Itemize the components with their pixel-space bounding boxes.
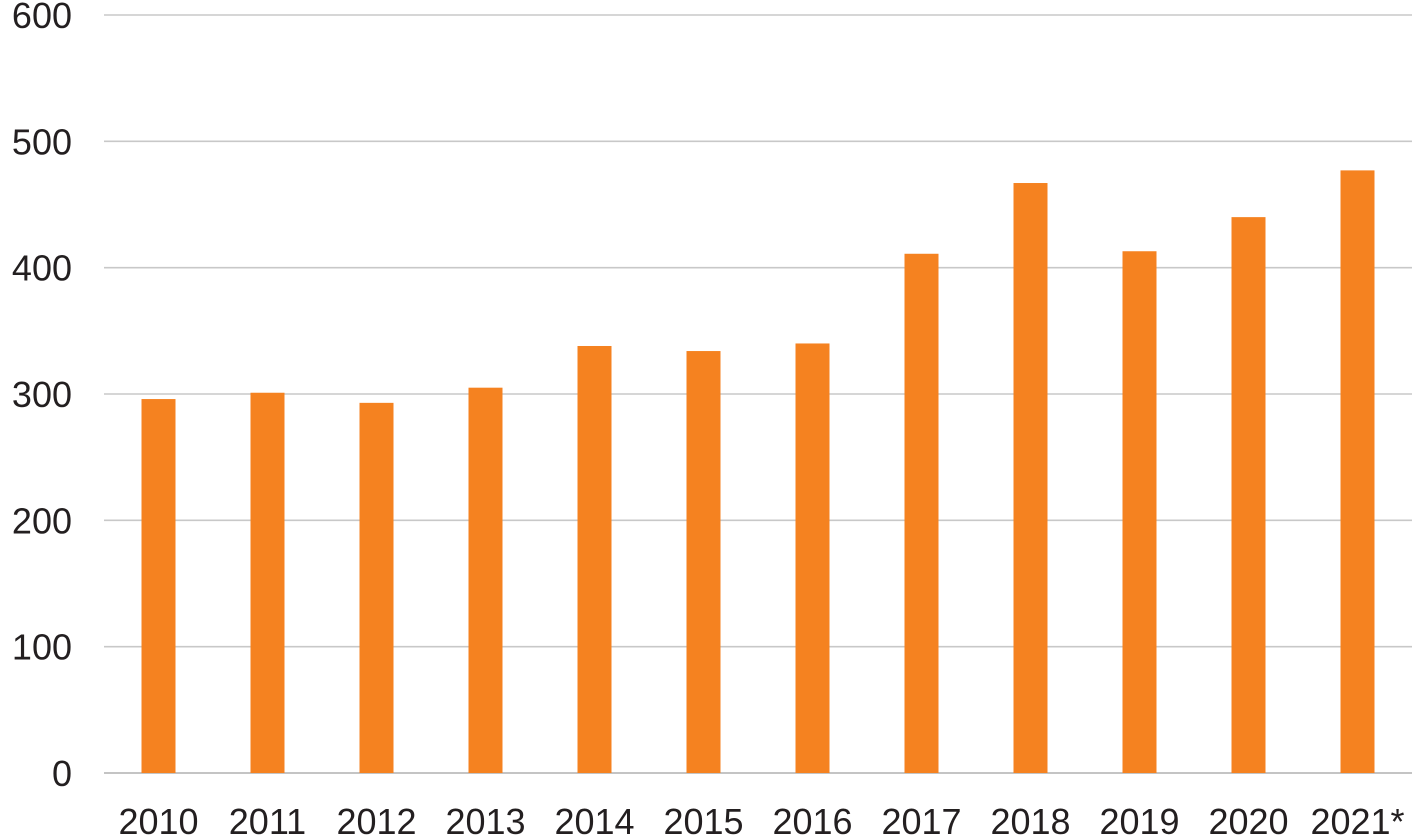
bar-2012 xyxy=(359,402,394,773)
y-tick-label: 200 xyxy=(12,500,72,541)
bar-2013 xyxy=(468,387,503,773)
x-tick-label: 2019 xyxy=(1099,801,1179,838)
y-tick-label: 0 xyxy=(52,753,72,794)
bar-2016 xyxy=(795,343,830,773)
x-tick-label: 2011 xyxy=(229,801,306,838)
y-tick-label: 100 xyxy=(12,627,72,668)
bar-2018 xyxy=(1013,183,1048,774)
bars xyxy=(141,170,1375,774)
x-axis-tick-labels: 2010 2011 2012 2013 2014 2015 2016 2017 2018 2019… xyxy=(118,801,1404,838)
x-tick-label: 2013 xyxy=(445,801,525,838)
bar-2020 xyxy=(1231,217,1266,774)
bar-2011 xyxy=(250,392,285,773)
x-tick-label: 2021* xyxy=(1310,801,1404,838)
bar-2010 xyxy=(141,399,176,773)
y-tick-label: 500 xyxy=(12,121,72,162)
gridlines xyxy=(104,14,1412,774)
bar-2019 xyxy=(1122,251,1157,773)
y-tick-label: 600 xyxy=(12,0,72,36)
y-tick-label: 400 xyxy=(12,248,72,289)
bar-2015 xyxy=(686,351,721,773)
x-tick-label: 2016 xyxy=(772,801,852,838)
bar-2021 xyxy=(1340,170,1375,773)
x-tick-label: 2018 xyxy=(990,801,1070,838)
x-tick-label: 2020 xyxy=(1208,801,1288,838)
bar-2014 xyxy=(577,345,612,773)
bar-2017 xyxy=(904,253,939,773)
x-tick-label: 2010 xyxy=(118,801,198,838)
x-tick-label: 2017 xyxy=(881,801,961,838)
y-tick-label: 300 xyxy=(12,374,72,415)
x-tick-label: 2015 xyxy=(663,801,743,838)
x-tick-label: 2014 xyxy=(554,801,634,838)
y-axis-tick-labels: 0 100 200 300 400 500 600 xyxy=(12,0,72,794)
x-tick-label: 2012 xyxy=(336,801,416,838)
